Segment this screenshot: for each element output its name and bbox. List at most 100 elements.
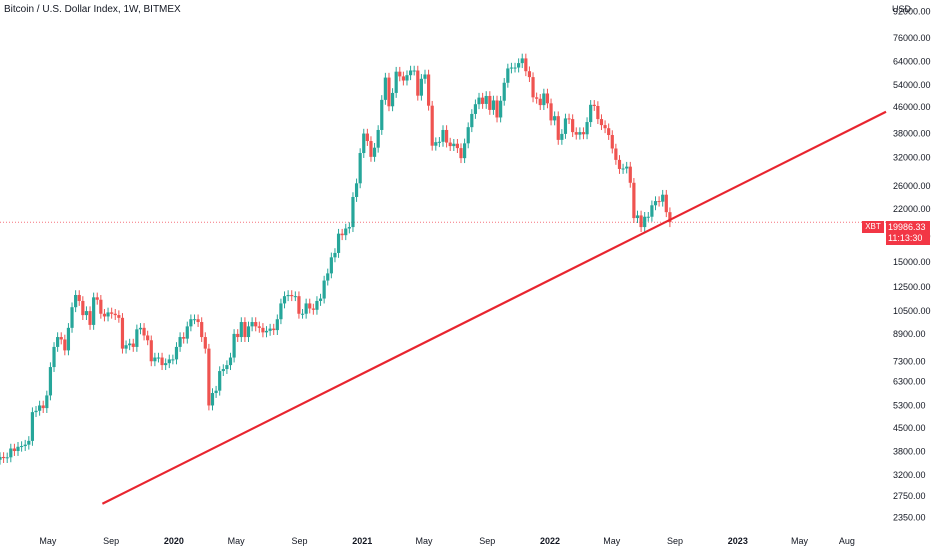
candle [27, 436, 31, 450]
candle [380, 95, 384, 135]
candle-body [81, 300, 85, 316]
candle [441, 125, 445, 147]
candle [66, 323, 71, 356]
time-tick-label: Aug [839, 536, 855, 546]
price-tick-label: 3800.00 [893, 446, 926, 456]
candle [272, 323, 276, 336]
candle [383, 72, 387, 105]
time-tick-label: Sep [667, 536, 683, 546]
candle [621, 163, 625, 174]
candle [376, 125, 380, 153]
time-tick-label: Sep [479, 536, 495, 546]
candle [502, 78, 506, 106]
candle [23, 439, 27, 451]
candle-body [347, 227, 351, 229]
candle [437, 137, 441, 148]
candle-body [401, 76, 405, 81]
candle-body [628, 166, 632, 183]
candle [113, 309, 117, 321]
candle-body [146, 335, 150, 341]
candle-body [124, 345, 128, 349]
candle-body [495, 100, 499, 118]
candle [614, 143, 618, 165]
time-axis[interactable]: May Sep 2020 May Sep 2021 May Sep 2022 May Sep 2023… [39, 536, 855, 546]
candle [110, 307, 114, 319]
price-tick-label: 22000.00 [893, 204, 931, 214]
candle-body [304, 303, 308, 314]
candle-body [596, 105, 600, 120]
candle [275, 314, 279, 336]
chart-title: Bitcoin / U.S. Dollar Index, 1W, BITMEX [4, 4, 181, 15]
candle [347, 222, 351, 234]
candle-body [524, 58, 528, 72]
candle-body [106, 312, 110, 317]
candle [488, 91, 492, 115]
candle-body [617, 159, 622, 169]
candle [297, 291, 301, 319]
candle-body [380, 99, 384, 130]
candle-body [481, 97, 485, 104]
candle [92, 292, 96, 330]
candle [491, 95, 496, 115]
candle [463, 138, 467, 164]
price-tick-label: 8900.00 [893, 329, 926, 339]
candle-body [225, 365, 229, 370]
candle [167, 354, 171, 369]
candle [545, 88, 550, 109]
candle-body [153, 357, 157, 362]
candle [48, 362, 53, 401]
candle-body [329, 257, 333, 274]
candle [549, 98, 553, 126]
candle [239, 317, 243, 342]
candle [596, 101, 600, 125]
support-trendline[interactable] [101, 110, 887, 505]
candle-body [16, 446, 20, 452]
candle [574, 127, 578, 140]
candle [617, 155, 622, 174]
candle-body [657, 201, 661, 203]
candle [286, 290, 290, 302]
candle [30, 407, 35, 446]
candle-body [300, 313, 305, 315]
candle [117, 310, 121, 323]
candle [128, 338, 132, 351]
candle-body [625, 166, 629, 169]
price-tick-label: 6300.00 [893, 377, 926, 387]
candle-body [545, 93, 550, 104]
candle [535, 92, 539, 104]
candle [643, 211, 647, 232]
candle [578, 127, 582, 140]
candle [538, 93, 542, 111]
candle [585, 117, 589, 140]
candle-body [12, 448, 17, 452]
price-tick-label: 76000.00 [893, 33, 931, 43]
currency-label: USD [892, 4, 912, 14]
price-axis[interactable]: 2350.00 2750.00 3200.00 3800.00 4500.00 5300.… [893, 7, 931, 523]
candle-body [160, 357, 164, 366]
candle [243, 317, 247, 342]
candle [138, 323, 143, 335]
candle [2, 452, 6, 464]
time-tick-label: Sep [291, 536, 307, 546]
candle-body [275, 319, 279, 331]
candle-body [463, 143, 467, 159]
candle [189, 314, 193, 332]
candle [99, 294, 103, 319]
candle-body [311, 308, 315, 310]
price-tick-label: 7300.00 [893, 356, 926, 366]
candle [354, 178, 359, 202]
candle [567, 113, 571, 125]
candle-body [318, 298, 323, 301]
candle [625, 161, 629, 174]
candle-body [66, 327, 71, 351]
candle-body [578, 132, 582, 135]
candle-body [344, 228, 348, 236]
candle [481, 92, 485, 109]
candle-body [520, 58, 524, 64]
candle [603, 120, 607, 134]
candle [653, 196, 658, 211]
candle-body [653, 201, 658, 206]
candle-body [156, 357, 161, 359]
candle [16, 441, 20, 456]
